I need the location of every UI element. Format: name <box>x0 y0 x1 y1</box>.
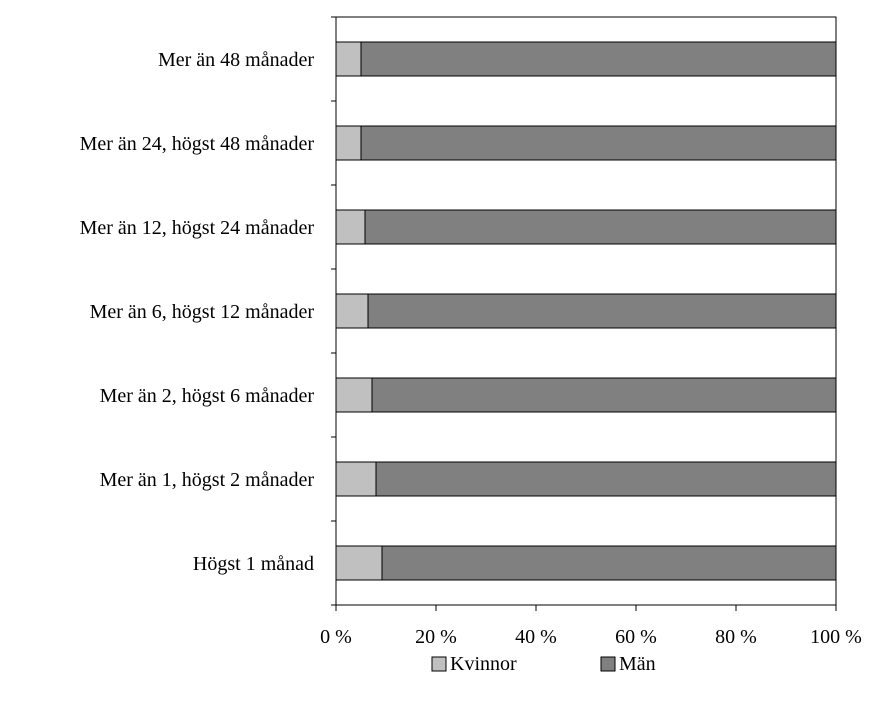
bar-segment-kvinnor-3 <box>335 293 369 329</box>
legend-swatch-man <box>600 656 616 672</box>
category-label: Högst 1 månad <box>193 553 314 575</box>
bar-segment-kvinnor-0 <box>335 41 362 77</box>
category-label: Mer än 24, högst 48 månader <box>80 133 315 155</box>
legend-label-man: Män <box>619 653 656 675</box>
category-label: Mer än 12, högst 24 månader <box>80 217 315 239</box>
category-label: Mer än 6, högst 12 månader <box>90 301 315 323</box>
bar-segment-kvinnor-1 <box>335 125 362 161</box>
legend-swatch-kvinnor <box>431 656 447 672</box>
bar-segment-man-0 <box>360 41 837 77</box>
bar-segment-kvinnor-6 <box>335 545 383 581</box>
x-tick-label: 0 % <box>320 626 352 648</box>
category-label: Mer än 1, högst 2 månader <box>100 469 315 491</box>
bar-segment-man-6 <box>381 545 837 581</box>
category-label: Mer än 2, högst 6 månader <box>100 385 315 407</box>
legend-label-kvinnor: Kvinnor <box>450 653 517 675</box>
bar-segment-man-4 <box>371 377 837 413</box>
category-label: Mer än 48 månader <box>158 49 314 71</box>
x-tick-label: 40 % <box>515 626 557 648</box>
bar-segment-man-2 <box>364 209 837 245</box>
x-tick-label: 80 % <box>715 626 757 648</box>
bar-segment-kvinnor-5 <box>335 461 377 497</box>
bar-segment-kvinnor-4 <box>335 377 373 413</box>
bar-segment-man-3 <box>367 293 837 329</box>
bar-segment-man-1 <box>360 125 837 161</box>
bar-segment-man-5 <box>375 461 837 497</box>
bar-segment-kvinnor-2 <box>335 209 366 245</box>
x-tick-label: 20 % <box>415 626 457 648</box>
x-tick-label: 60 % <box>615 626 657 648</box>
x-tick-label: 100 % <box>810 626 862 648</box>
